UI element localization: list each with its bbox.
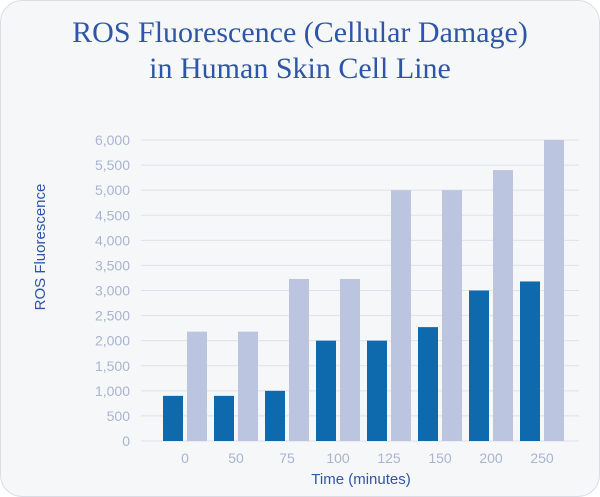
x-tick-label: 150	[428, 450, 452, 466]
bar	[187, 331, 207, 441]
bar	[340, 278, 360, 441]
bar	[367, 340, 387, 441]
chart-title-line-2: in Human Skin Cell Line	[149, 52, 451, 85]
y-tick-label: 2,000	[95, 333, 130, 349]
bar	[442, 190, 462, 441]
bar	[316, 340, 336, 441]
bar	[520, 281, 540, 441]
x-tick-label: 100	[326, 450, 350, 466]
y-tick-label: 4,500	[95, 207, 130, 223]
bars	[163, 140, 564, 441]
bar	[238, 331, 258, 441]
y-tick-label: 5,000	[95, 182, 130, 198]
y-tick-label: 3,500	[95, 257, 130, 273]
y-tick-label: 1,500	[95, 358, 130, 374]
y-tick-label: 0	[122, 433, 130, 449]
bar	[544, 140, 564, 441]
x-axis-ticks: 0 50 75 100 125 150 200 250	[181, 450, 554, 466]
bar	[214, 395, 234, 441]
y-tick-label: 1,000	[95, 383, 130, 399]
x-tick-label: 200	[479, 450, 503, 466]
bar	[391, 190, 411, 441]
x-tick-label: 50	[228, 450, 244, 466]
bar	[493, 170, 513, 441]
chart-title: ROS Fluorescence (Cellular Damage) in Hu…	[1, 15, 599, 87]
bar	[469, 290, 489, 441]
y-axis-label: ROS Fluorescence	[32, 184, 49, 311]
y-tick-label: 4,000	[95, 232, 130, 248]
bar	[163, 395, 183, 441]
x-tick-label: 75	[279, 450, 295, 466]
y-tick-label: 6,000	[95, 132, 130, 148]
y-axis-ticks: 0 500 1,000 1,500 2,000 2,500 3,000 3,500 4,000 4…	[95, 132, 130, 449]
x-tick-label: 250	[530, 450, 554, 466]
chart-title-line-1: ROS Fluorescence (Cellular Damage)	[72, 16, 528, 49]
bar	[289, 278, 309, 441]
y-tick-label: 5,500	[95, 157, 130, 173]
bar	[418, 327, 438, 441]
x-tick-label: 125	[377, 450, 401, 466]
x-axis-label: Time (minutes)	[311, 471, 410, 488]
x-tick-label: 0	[181, 450, 189, 466]
bar	[265, 390, 285, 441]
y-tick-label: 3,000	[95, 283, 130, 299]
y-tick-label: 2,500	[95, 308, 130, 324]
y-tick-label: 500	[107, 408, 131, 424]
